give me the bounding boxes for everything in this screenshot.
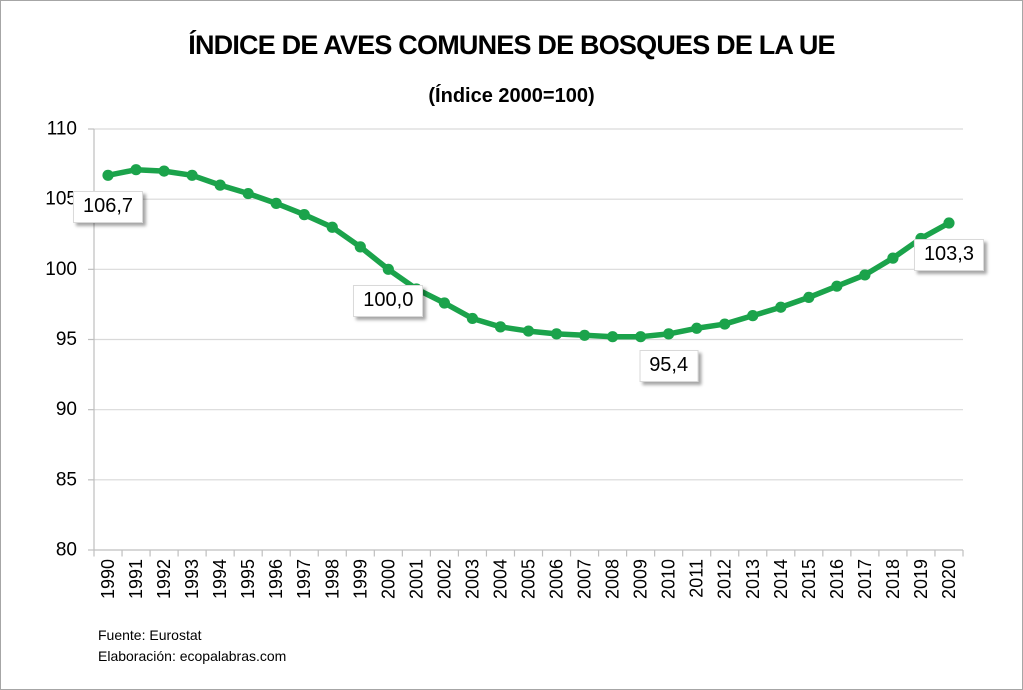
x-tick-label: 2002 — [434, 559, 454, 599]
series-marker — [270, 197, 282, 209]
series-marker — [494, 321, 507, 333]
chart-footer: Fuente: Eurostat Elaboración: ecopalabra… — [98, 625, 286, 667]
x-tick-label: 2000 — [378, 559, 398, 599]
series-marker — [186, 169, 198, 181]
series-marker — [775, 301, 787, 313]
series-marker — [522, 325, 535, 337]
x-tick-label: 2020 — [939, 559, 959, 599]
series-marker — [214, 179, 226, 191]
x-tick-label: 2001 — [406, 559, 426, 599]
chart-subtitle: (Índice 2000=100) — [428, 85, 595, 107]
x-tick-label: 2013 — [743, 559, 763, 599]
series-marker — [747, 310, 759, 322]
x-tick-label: 2016 — [827, 559, 847, 599]
elaboration-text: Elaboración: ecopalabras.com — [98, 648, 287, 664]
y-tick-label: 105 — [45, 189, 77, 210]
x-tick-label: 1999 — [350, 559, 370, 599]
x-tick-label: 1990 — [98, 559, 118, 599]
series-marker — [130, 164, 142, 176]
x-tick-label: 2015 — [799, 559, 819, 599]
x-tick-label: 2011 — [687, 559, 707, 598]
series-marker — [466, 312, 479, 325]
x-tick-label: 2019 — [911, 559, 931, 599]
series-marker — [859, 269, 871, 281]
series-marker — [354, 241, 366, 253]
x-tick-label: 2017 — [855, 559, 875, 599]
x-tick-label: 2018 — [883, 559, 903, 599]
y-tick-label: 90 — [56, 399, 77, 420]
series-marker — [663, 328, 675, 340]
x-tick-label: 2009 — [631, 559, 651, 599]
series-line — [105, 166, 952, 340]
series-marker — [550, 328, 563, 340]
x-tick-label: 1998 — [322, 559, 342, 599]
x-tick-label: 2012 — [715, 559, 735, 599]
series-marker — [242, 187, 254, 200]
y-tick-label: 110 — [47, 119, 77, 140]
x-tick-label: 1991 — [126, 559, 146, 599]
series-marker — [382, 263, 394, 275]
x-tick-label: 2014 — [771, 559, 791, 599]
chart-title: ÍNDICE DE AVES COMUNES DE BOSQUES DE LA … — [188, 30, 835, 60]
series-marker — [831, 280, 843, 292]
series-marker — [102, 169, 114, 181]
y-tick-label: 100 — [45, 259, 77, 280]
y-tick-label: 85 — [56, 469, 77, 490]
x-tick-label: 2003 — [462, 559, 482, 599]
x-tick-label: 2008 — [603, 559, 623, 599]
series-marker — [803, 291, 815, 303]
series-marker — [578, 329, 591, 341]
series-marker — [943, 217, 955, 229]
x-tick-label: 1994 — [210, 559, 230, 599]
x-tick-label: 2007 — [575, 559, 595, 599]
y-tick-label: 80 — [56, 540, 77, 561]
series-marker — [326, 221, 338, 233]
x-tick-label: 2004 — [490, 559, 510, 599]
source-text: Fuente: Eurostat — [98, 627, 202, 643]
y-tick-label: 95 — [56, 329, 77, 350]
series-marker — [691, 322, 703, 334]
x-tick-label: 1997 — [294, 559, 314, 599]
series-marker — [719, 318, 731, 330]
x-tick-label: 1993 — [182, 559, 202, 599]
series-marker — [606, 331, 619, 343]
series-marker — [158, 165, 170, 177]
x-tick-label: 1995 — [238, 559, 258, 599]
series-marker — [438, 297, 451, 309]
x-tick-label: 2005 — [519, 559, 539, 599]
series-marker — [915, 232, 927, 245]
series-marker — [298, 209, 310, 221]
x-tick-label: 2010 — [659, 559, 679, 599]
x-tick-label: 2006 — [547, 559, 567, 599]
series-marker — [635, 331, 647, 343]
series-marker — [410, 283, 422, 295]
series-marker — [887, 252, 899, 264]
x-tick-label: 1996 — [266, 559, 286, 599]
x-tick-label: 1992 — [154, 559, 174, 599]
